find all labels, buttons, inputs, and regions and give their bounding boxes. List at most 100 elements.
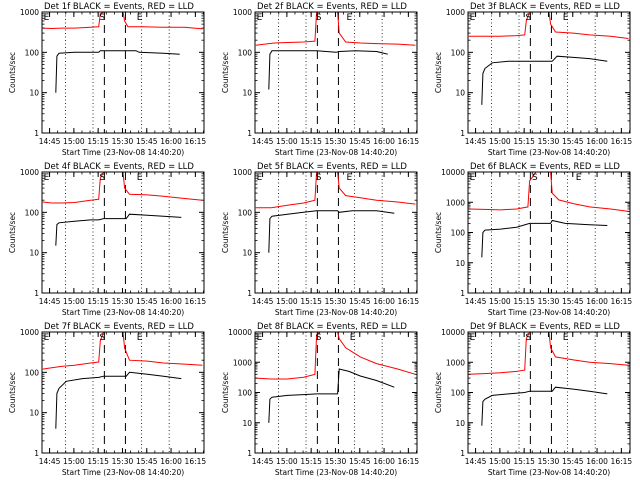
y-axis-label: Counts/sec [8, 212, 17, 253]
x-tick-label: 15:30 [538, 297, 560, 306]
series-line-events [481, 219, 608, 258]
event-marker-label: S [100, 333, 106, 343]
chart-title: Det 5f BLACK = Events, RED = LLD [257, 162, 407, 172]
x-tick-label: 14:45 [465, 457, 487, 466]
x-tick-label: 15:30 [325, 137, 347, 146]
y-tick-label: 10000 [228, 328, 252, 337]
plot-frame [467, 11, 631, 134]
x-tick-label: 15:00 [63, 297, 85, 306]
x-tick-label: 15:30 [112, 137, 134, 146]
y-tick-label: 100 [238, 208, 253, 217]
chart-panel-2: Det 2f BLACK = Events, RED = LLD Counts/s… [221, 2, 419, 157]
series-line-lld [468, 172, 629, 212]
y-axis-label: Counts/sec [434, 52, 443, 93]
chart-title: Det 2f BLACK = Events, RED = LLD [257, 2, 407, 12]
y-tick-label: 1000 [20, 328, 39, 337]
x-tick-label: 15:00 [489, 457, 511, 466]
x-axis-label: Start Time (23-Nov-08 14:40:20) [275, 468, 397, 477]
event-marker-label: E [563, 333, 569, 343]
x-tick-label: 15:00 [276, 297, 298, 306]
x-tick-label: 16:15 [185, 297, 207, 306]
y-tick-label: 10000 [441, 168, 465, 177]
chart-title: Det 7f BLACK = Events, RED = LLD [44, 322, 194, 332]
series-line-events [55, 213, 182, 246]
chart-panel-9: Det 9f BLACK = Events, RED = LLD Counts/s… [434, 322, 632, 477]
y-tick-label: 1000 [446, 8, 465, 17]
series-line-lld [42, 172, 203, 204]
x-tick-label: 14:45 [465, 297, 487, 306]
event-marker-label: S [316, 333, 322, 343]
event-marker-label: E [470, 333, 476, 343]
y-axis-label: Counts/sec [8, 372, 17, 413]
y-tick-label: 100 [451, 389, 466, 398]
event-marker-label: E [44, 173, 50, 183]
y-tick-label: 1000 [446, 198, 465, 207]
series-line-lld [42, 332, 203, 370]
event-marker-label: E [350, 333, 356, 343]
x-tick-label: 16:15 [185, 137, 207, 146]
y-tick-label: 10 [455, 419, 465, 428]
x-tick-label: 15:15 [513, 457, 535, 466]
x-tick-label: 16:15 [611, 457, 633, 466]
event-marker-label: S [526, 333, 532, 343]
x-tick-label: 14:45 [39, 457, 61, 466]
x-tick-label: 16:00 [373, 457, 395, 466]
event-marker-label: E [257, 13, 263, 23]
event-marker-label: E [137, 333, 143, 343]
x-tick-label: 15:15 [513, 137, 535, 146]
event-marker-label: E [347, 13, 353, 23]
series-line-events [55, 50, 180, 93]
x-tick-label: 15:15 [513, 297, 535, 306]
y-tick-label: 10 [455, 259, 465, 268]
y-tick-label: 1 [34, 129, 39, 138]
y-tick-label: 10 [242, 89, 252, 98]
x-tick-label: 16:15 [611, 137, 633, 146]
chart-panel-1: Det 1f BLACK = Events, RED = LLD Counts/s… [8, 2, 206, 157]
event-marker-label: S [100, 173, 106, 183]
x-axis-label: Start Time (23-Nov-08 14:40:20) [62, 308, 184, 317]
x-tick-label: 16:00 [160, 457, 182, 466]
chart-panel-5: Det 5f BLACK = Events, RED = LLD Counts/s… [221, 162, 419, 317]
event-marker-label: E [576, 173, 582, 183]
y-tick-label: 10 [29, 89, 39, 98]
chart-panel-6: Det 6f BLACK = Events, RED = LLD Counts/s… [434, 162, 632, 317]
chart-title: Det 3f BLACK = Events, RED = LLD [470, 2, 620, 12]
y-tick-label: 10 [455, 89, 465, 98]
x-tick-label: 15:15 [87, 457, 109, 466]
x-tick-label: 14:45 [465, 137, 487, 146]
event-marker-label: E [137, 173, 143, 183]
event-marker-label: S [532, 173, 538, 183]
y-tick-label: 10 [242, 249, 252, 258]
x-axis-label: Start Time (23-Nov-08 14:40:20) [488, 308, 610, 317]
x-tick-label: 16:15 [398, 457, 420, 466]
x-tick-label: 16:15 [185, 457, 207, 466]
x-tick-label: 15:00 [276, 137, 298, 146]
plot-frame [41, 331, 205, 454]
y-axis-label: Counts/sec [221, 372, 230, 413]
y-tick-label: 100 [25, 208, 40, 217]
y-axis-label: Counts/sec [8, 52, 17, 93]
x-tick-label: 15:15 [87, 297, 109, 306]
y-tick-label: 100 [25, 368, 40, 377]
x-tick-label: 15:00 [63, 457, 85, 466]
event-marker-label: S [316, 13, 322, 23]
x-tick-label: 15:15 [300, 297, 322, 306]
y-tick-label: 1 [460, 129, 465, 138]
x-tick-label: 16:00 [373, 137, 395, 146]
x-tick-label: 16:15 [398, 137, 420, 146]
event-marker-label: E [257, 173, 263, 183]
event-marker-label: E [470, 13, 476, 23]
x-tick-label: 14:45 [252, 137, 274, 146]
x-tick-label: 16:00 [586, 137, 608, 146]
x-tick-label: 15:00 [489, 137, 511, 146]
x-tick-label: 15:00 [63, 137, 85, 146]
y-tick-label: 10 [29, 249, 39, 258]
plot-frame [254, 331, 418, 454]
chart-title: Det 9f BLACK = Events, RED = LLD [470, 322, 620, 332]
chart-title: Det 1f BLACK = Events, RED = LLD [44, 2, 194, 12]
x-tick-label: 14:45 [39, 137, 61, 146]
plot-frame [467, 171, 631, 294]
chart-title: Det 8f BLACK = Events, RED = LLD [257, 322, 407, 332]
series-line-events [481, 55, 608, 105]
